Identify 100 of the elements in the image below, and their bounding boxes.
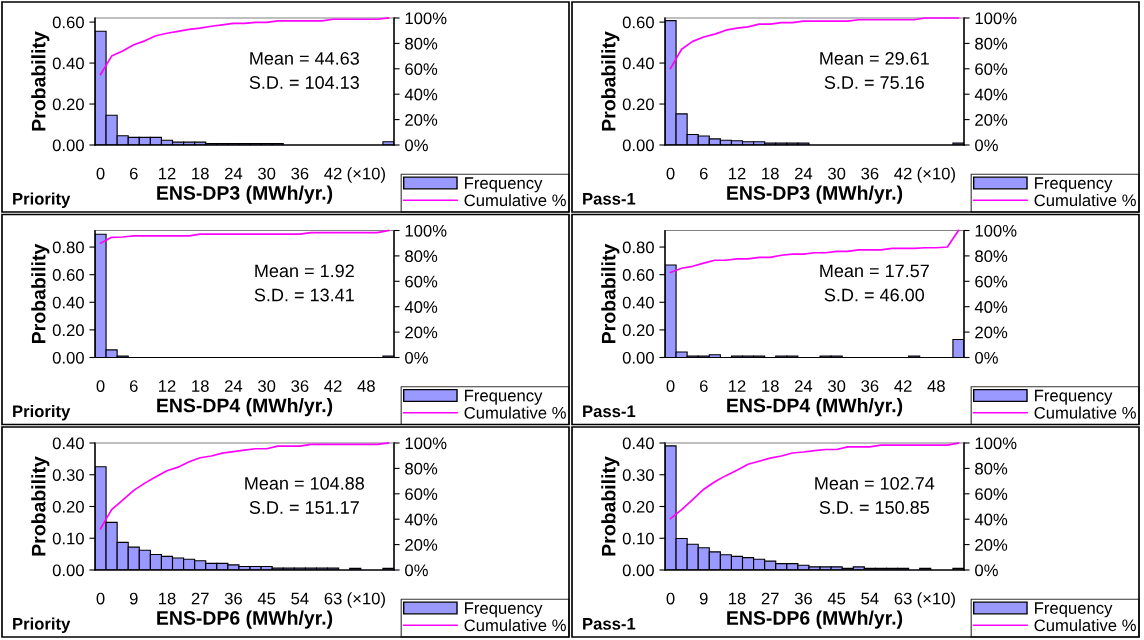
y2-tick-label: 60%: [975, 63, 1008, 75]
legend-label: Cumulative %: [464, 406, 566, 419]
x-axis-title: ENS-DP4 (MWh/yr.): [727, 398, 903, 417]
y-tick-label: 0.00: [52, 351, 84, 364]
y2-tick-label: 40%: [404, 301, 438, 313]
legend-label: Cumulative %: [1034, 193, 1136, 207]
x-tick-label: 36: [861, 167, 879, 180]
x-axis-title: ENS-DP6 (MWh/yr.): [157, 610, 333, 629]
x-tick-label: 18: [158, 592, 176, 605]
x-tick-label: 12: [158, 167, 176, 180]
y-tick-label: 0.00: [52, 564, 84, 577]
x-tick-label: 18: [762, 167, 779, 180]
x-tick-label: 54: [291, 592, 309, 605]
x-tick-label: 0: [666, 380, 675, 392]
text: Priority: [13, 617, 71, 633]
text: Pass-1: [583, 405, 636, 418]
y-tick-label: 0.60: [52, 16, 84, 29]
y-tick-label: 0.20: [52, 324, 84, 337]
legend-label: Frequency: [1035, 389, 1113, 405]
y2-tick-label: 80%: [975, 462, 1008, 475]
y2-tick-label: 100%: [975, 437, 1017, 450]
y2-tick-label: 0%: [405, 564, 428, 577]
y-tick-label: 0.20: [52, 500, 84, 513]
x-tick-label: (×10): [347, 167, 385, 183]
y2-tick-label: 80%: [975, 250, 1008, 263]
x-axis-title: ENS-DP6 (MWh/yr.): [727, 610, 903, 629]
annotation: S.D. = 75.16: [824, 76, 924, 89]
text: Priority: [13, 192, 71, 208]
x-tick-label: 63: [894, 592, 912, 605]
y-tick-label: 0.40: [622, 437, 654, 450]
y-tick-label: 0.20: [52, 98, 84, 111]
annotation: S.D. = 46.00: [824, 288, 925, 302]
x-tick-label: 18: [762, 380, 779, 392]
annotation: S.D. = 151.17: [249, 501, 359, 514]
y-axis-title: Probability: [31, 243, 50, 343]
y-axis-title: Probability: [31, 31, 50, 131]
y2-tick-label: 0%: [405, 139, 428, 152]
x-tick-label: 27: [191, 592, 209, 605]
y2-tick-label: 80%: [405, 462, 438, 475]
y2-tick-label: 40%: [404, 88, 438, 101]
x-tick-label: 42: [894, 380, 912, 392]
y-tick-label: 0.10: [622, 532, 654, 545]
x-tick-label: 45: [257, 592, 276, 605]
y2-tick-label: 0%: [975, 351, 998, 364]
y2-tick-label: 40%: [974, 301, 1008, 313]
annotation: Mean = 29.61: [820, 51, 929, 65]
y2-tick-label: 20%: [975, 114, 1008, 126]
y2-tick-label: 60%: [405, 275, 438, 288]
x-tick-label: 18: [728, 592, 746, 605]
annotation: S.D. = 104.13: [249, 76, 359, 89]
y-tick-label: 0.40: [622, 296, 654, 309]
y-tick-label: 0.00: [622, 351, 654, 364]
x-tick-label: 27: [761, 592, 779, 605]
x-tick-label: 0: [666, 592, 675, 605]
x-tick-label: (×10): [347, 592, 385, 608]
x-tick-label: 48: [927, 380, 945, 392]
x-tick-label: 9: [129, 592, 138, 605]
y-tick-label: 0.80: [622, 241, 654, 254]
y2-tick-label: 40%: [974, 513, 1008, 526]
x-tick-label: 24: [225, 167, 243, 180]
y-tick-label: 0.30: [622, 469, 654, 481]
x-tick-label: 12: [728, 380, 746, 392]
y2-tick-label: 100%: [405, 437, 447, 450]
y-tick-label: 0.00: [52, 139, 84, 152]
y-tick-label: 0.40: [52, 57, 84, 70]
text: Pass-1: [583, 618, 636, 630]
annotation: S.D. = 150.85: [819, 501, 929, 514]
y2-tick-label: 20%: [975, 326, 1008, 339]
x-tick-label: 9: [699, 592, 708, 605]
x-tick-label: 36: [291, 167, 309, 180]
y2-tick-label: 20%: [975, 539, 1008, 551]
x-tick-label: 6: [129, 167, 138, 180]
y-tick-label: 0.30: [52, 469, 84, 481]
legend-label: Frequency: [465, 389, 543, 405]
annotation: Mean = 1.92: [255, 264, 354, 278]
y2-tick-label: 60%: [975, 275, 1008, 288]
x-tick-label: 30: [258, 167, 276, 180]
annotation: S.D. = 13.41: [254, 288, 354, 302]
y-axis-title: Probability: [31, 456, 50, 556]
y2-tick-label: 0%: [975, 564, 998, 577]
y2-tick-label: 0%: [405, 351, 428, 364]
x-tick-label: 30: [828, 167, 846, 180]
legend-label: Cumulative %: [1034, 618, 1136, 632]
y-tick-label: 0.10: [52, 532, 84, 545]
x-tick-label: 42: [324, 167, 342, 180]
legend-label: Frequency: [1035, 602, 1113, 618]
x-tick-label: 0: [96, 380, 105, 392]
y-tick-label: 0.20: [622, 324, 654, 337]
annotation: Mean = 104.88: [245, 476, 364, 490]
legend-label: Cumulative %: [1034, 406, 1136, 419]
x-tick-label: 12: [158, 380, 176, 392]
y2-tick-label: 20%: [405, 114, 438, 126]
y-tick-label: 0.40: [52, 437, 84, 450]
y2-tick-label: 60%: [405, 63, 438, 75]
y2-tick-label: 40%: [404, 513, 438, 526]
legend-label: Frequency: [465, 602, 543, 618]
x-tick-label: 36: [861, 380, 879, 392]
x-tick-label: 54: [861, 592, 879, 605]
x-tick-label: 18: [192, 380, 209, 392]
y2-tick-label: 100%: [405, 12, 447, 25]
